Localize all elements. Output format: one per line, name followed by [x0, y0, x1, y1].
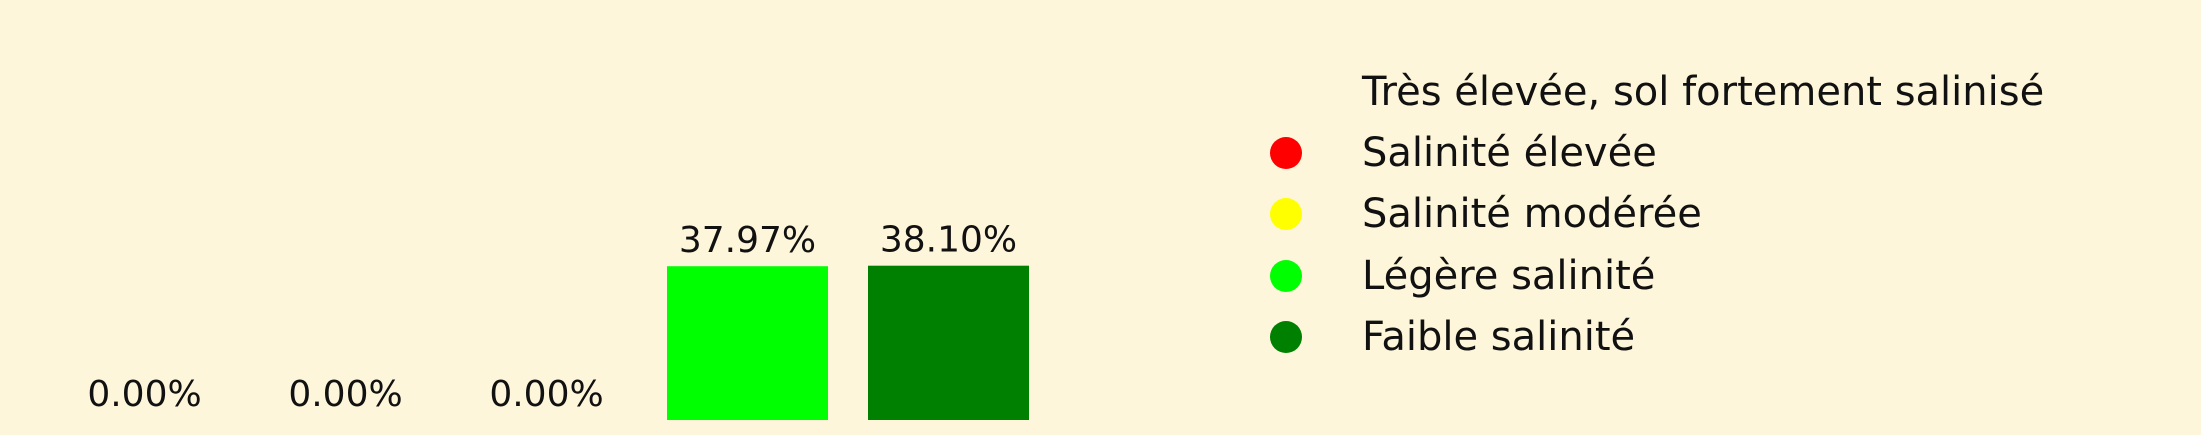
legend-label-salinite-elevee: Salinité élevée [1362, 130, 1657, 176]
legend-label-tres-elevee: Très élevée, sol fortement salinisé [1362, 69, 2045, 115]
legend-label-salinite-moderee: Salinité modérée [1362, 191, 1702, 237]
bar-value-label-2: 0.00% [489, 374, 603, 415]
bar-value-label-1: 0.00% [288, 374, 402, 415]
green-circle-icon [1270, 260, 1302, 292]
legend-item-salinite-elevee: Salinité élevée [1270, 128, 1657, 178]
legend-label-faible-salinite: Faible salinité [1362, 314, 1636, 360]
bar-value-label-4: 38.10% [880, 220, 1017, 261]
bar-3 [667, 266, 828, 420]
red-circle-icon [1270, 137, 1302, 169]
bar-chart: 0.00% 0.00% 0.00% 37.97% 38.10% [87, 220, 1029, 420]
bar-value-label-3: 37.97% [679, 220, 816, 261]
dark-green-circle-icon [1270, 321, 1302, 353]
bar-4 [868, 265, 1029, 420]
legend-item-salinite-moderee: Salinité modérée [1270, 189, 1702, 239]
legend-item-tres-elevee: Très élevée, sol fortement salinisé [1270, 67, 2044, 117]
legend-item-faible-salinite: Faible salinité [1270, 312, 1635, 362]
bar-value-label-0: 0.00% [87, 374, 201, 415]
legend-empty-marker [1270, 76, 1302, 108]
legend-label-legere-salinite: Légère salinité [1362, 253, 1656, 299]
legend-item-legere-salinite: Légère salinité [1270, 251, 1655, 301]
yellow-circle-icon [1270, 198, 1302, 230]
